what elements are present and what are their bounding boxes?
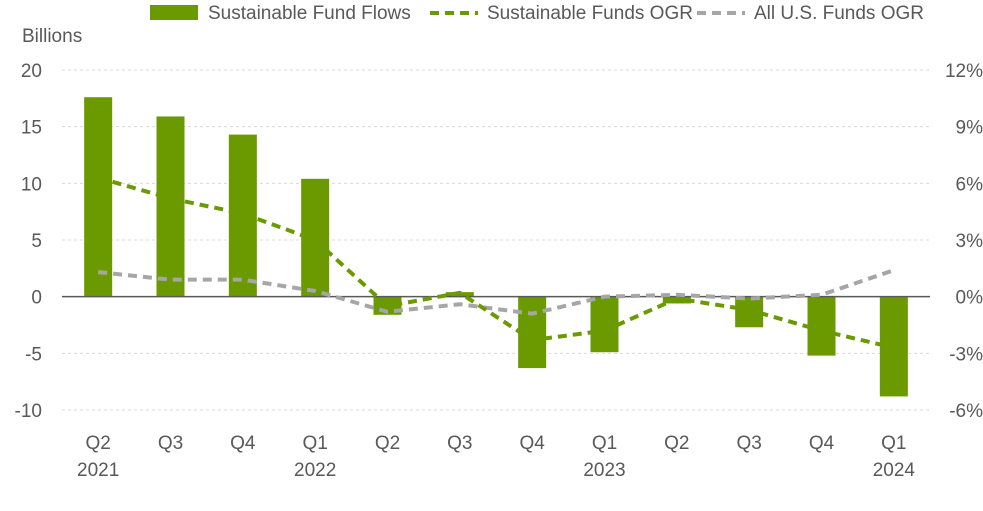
bar-flows xyxy=(807,296,836,356)
x-tick-label: Q4 xyxy=(230,433,256,454)
legend-label-flows: Sustainable Fund Flows xyxy=(208,3,411,24)
gridlines xyxy=(62,69,930,411)
bar-flows xyxy=(156,116,185,297)
y-axis-right: 12% 9% 6% 3% 0% -3% -6% xyxy=(945,61,983,422)
y-left-tick-label: 15 xyxy=(21,118,42,139)
x-tick-label: Q2 xyxy=(664,433,689,454)
y-right-tick-label: 0% xyxy=(956,288,983,309)
legend-label-all-ogr: All U.S. Funds OGR xyxy=(754,3,924,24)
y-left-tick-label: 5 xyxy=(31,231,42,252)
y-right-tick-label: -3% xyxy=(949,344,983,365)
x-year-label: 2021 xyxy=(77,460,119,481)
bar-flows xyxy=(590,296,619,353)
bar-series-flows xyxy=(84,97,908,397)
y-left-tick-label: -5 xyxy=(25,344,42,365)
y-right-tick-label: 6% xyxy=(956,174,983,195)
y-axis-title: Billions xyxy=(22,26,82,47)
x-year-label: 2023 xyxy=(583,460,625,481)
x-tick-label: Q1 xyxy=(302,433,327,454)
y-right-tick-label: 3% xyxy=(956,231,983,252)
x-tick-label: Q3 xyxy=(447,433,472,454)
y-left-tick-label: -10 xyxy=(15,401,42,422)
x-year-label: 2022 xyxy=(294,460,336,481)
x-tick-label: Q2 xyxy=(375,433,400,454)
y-right-tick-label: -6% xyxy=(949,401,983,422)
legend-swatch-flows xyxy=(150,5,198,20)
x-tick-label: Q1 xyxy=(881,433,906,454)
x-tick-label: Q4 xyxy=(519,433,545,454)
bar-flows xyxy=(228,134,257,297)
y-left-tick-label: 0 xyxy=(31,288,42,309)
legend-label-sustainable-ogr: Sustainable Funds OGR xyxy=(487,3,693,24)
x-year-label: 2024 xyxy=(873,460,916,481)
x-tick-label: Q3 xyxy=(158,433,183,454)
line-sustainable-funds-ogr xyxy=(97,175,895,350)
y-right-tick-label: 9% xyxy=(956,118,983,139)
x-tick-label: Q3 xyxy=(736,433,761,454)
y-left-tick-label: 20 xyxy=(21,61,42,82)
x-tick-label: Q4 xyxy=(809,433,835,454)
line-all-funds-ogr xyxy=(97,268,895,316)
x-tick-label: Q2 xyxy=(85,433,110,454)
line-series xyxy=(97,175,895,350)
x-tick-label: Q1 xyxy=(592,433,617,454)
bar-flows xyxy=(84,97,113,297)
x-axis: Q2 2021 Q3 Q4 Q1 2022 Q2 Q3 Q4 Q1 2023 Q2 Q3 Q4 Q1 2024 xyxy=(77,433,915,481)
y-right-tick-label: 12% xyxy=(945,61,983,82)
legend: Sustainable Fund Flows Sustainable Funds… xyxy=(150,3,924,24)
y-axis-left: 20 15 10 5 0 -5 -10 xyxy=(15,61,42,422)
y-left-tick-label: 10 xyxy=(21,174,42,195)
